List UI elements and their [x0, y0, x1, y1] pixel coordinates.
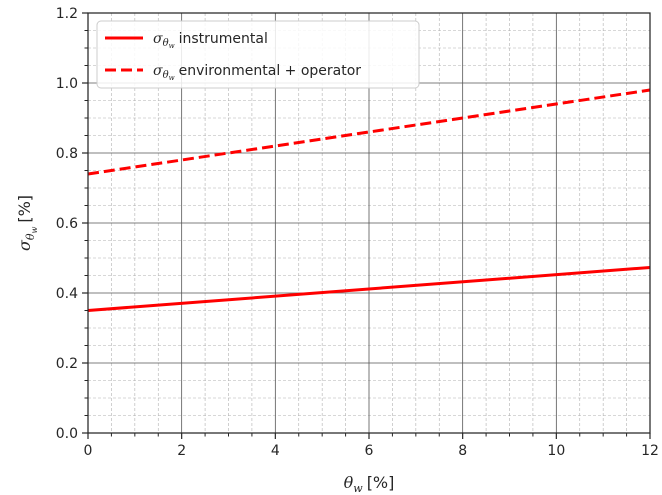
y-axis-ticks: 0.0 0.2 0.4 0.6 0.8 1.0 1.2 [56, 6, 88, 442]
legend: σθw instrumental σθw environmental + opera… [96, 20, 420, 89]
y-axis-label: σθw[%] [15, 195, 39, 251]
x-tick-label: 4 [271, 443, 280, 459]
y-tick-label: 1.2 [56, 6, 78, 22]
y-tick-label: 0.0 [56, 426, 78, 442]
x-axis-ticks: 0 2 4 6 8 10 12 [84, 433, 659, 459]
x-tick-label: 6 [365, 443, 374, 459]
y-tick-label: 0.8 [56, 146, 78, 162]
x-tick-label: 10 [547, 443, 565, 459]
x-axis-label: θw [%] [344, 473, 395, 495]
y-tick-label: 0.2 [56, 356, 78, 372]
x-tick-label: 0 [84, 443, 93, 459]
y-tick-label: 1.0 [56, 76, 78, 92]
y-tick-label: 0.4 [56, 286, 78, 302]
y-tick-label: 0.6 [56, 216, 78, 232]
series-layer [87, 88, 651, 312]
x-tick-label: 2 [177, 443, 186, 459]
legend-label-instrumental: σθw instrumental [153, 31, 268, 50]
x-tick-label: 12 [641, 443, 659, 459]
x-tick-label: 8 [458, 443, 467, 459]
series-line-environmental [87, 88, 651, 176]
series-line-instrumental [87, 265, 651, 312]
legend-box [96, 20, 420, 89]
legend-label-environmental: σθw environmental + operator [153, 63, 361, 82]
